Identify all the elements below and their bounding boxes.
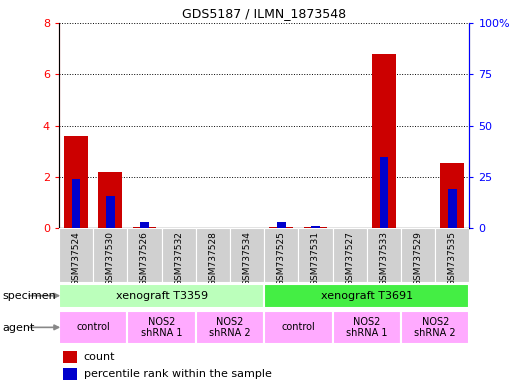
Bar bbox=[98, 172, 122, 228]
Bar bbox=[401, 311, 469, 344]
Bar bbox=[106, 195, 114, 228]
Bar bbox=[59, 311, 127, 344]
Bar bbox=[196, 228, 230, 282]
Text: GSM737532: GSM737532 bbox=[174, 231, 183, 286]
Bar bbox=[299, 228, 332, 282]
Text: xenograft T3359: xenograft T3359 bbox=[115, 291, 208, 301]
Bar bbox=[63, 368, 77, 380]
Bar bbox=[127, 228, 162, 282]
Bar bbox=[140, 222, 149, 228]
Bar bbox=[264, 283, 469, 308]
Bar bbox=[72, 179, 81, 228]
Bar bbox=[448, 189, 457, 228]
Bar bbox=[63, 351, 77, 363]
Bar bbox=[132, 227, 156, 228]
Bar bbox=[59, 228, 93, 282]
Text: GSM737528: GSM737528 bbox=[208, 231, 218, 286]
Text: NOS2
shRNA 2: NOS2 shRNA 2 bbox=[415, 316, 456, 338]
Text: control: control bbox=[282, 322, 315, 333]
Bar bbox=[93, 228, 127, 282]
Text: control: control bbox=[76, 322, 110, 333]
Bar bbox=[380, 157, 388, 228]
Text: xenograft T3691: xenograft T3691 bbox=[321, 291, 413, 301]
Bar bbox=[269, 227, 293, 228]
Bar bbox=[332, 311, 401, 344]
Bar bbox=[230, 228, 264, 282]
Bar bbox=[64, 136, 88, 228]
Text: count: count bbox=[84, 352, 115, 362]
Text: NOS2
shRNA 2: NOS2 shRNA 2 bbox=[209, 316, 251, 338]
Text: GSM737531: GSM737531 bbox=[311, 231, 320, 286]
Bar bbox=[372, 54, 396, 228]
Bar bbox=[304, 227, 327, 228]
Bar bbox=[277, 222, 286, 228]
Text: agent: agent bbox=[3, 323, 35, 333]
Text: GSM737525: GSM737525 bbox=[277, 231, 286, 286]
Bar bbox=[311, 227, 320, 228]
Bar bbox=[127, 311, 196, 344]
Text: GSM737530: GSM737530 bbox=[106, 231, 115, 286]
Text: GSM737527: GSM737527 bbox=[345, 231, 354, 286]
Bar bbox=[264, 228, 299, 282]
Text: GSM737534: GSM737534 bbox=[243, 231, 251, 286]
Bar bbox=[264, 311, 332, 344]
Bar bbox=[59, 283, 264, 308]
Bar bbox=[435, 228, 469, 282]
Text: percentile rank within the sample: percentile rank within the sample bbox=[84, 369, 271, 379]
Bar bbox=[367, 228, 401, 282]
Title: GDS5187 / ILMN_1873548: GDS5187 / ILMN_1873548 bbox=[182, 7, 346, 20]
Bar bbox=[440, 163, 464, 228]
Text: GSM737535: GSM737535 bbox=[448, 231, 457, 286]
Bar bbox=[332, 228, 367, 282]
Text: specimen: specimen bbox=[3, 291, 56, 301]
Text: GSM737526: GSM737526 bbox=[140, 231, 149, 286]
Text: GSM737533: GSM737533 bbox=[380, 231, 388, 286]
Text: NOS2
shRNA 1: NOS2 shRNA 1 bbox=[346, 316, 387, 338]
Text: NOS2
shRNA 1: NOS2 shRNA 1 bbox=[141, 316, 182, 338]
Bar bbox=[401, 228, 435, 282]
Text: GSM737529: GSM737529 bbox=[413, 231, 423, 286]
Bar bbox=[162, 228, 196, 282]
Bar bbox=[196, 311, 264, 344]
Text: GSM737524: GSM737524 bbox=[72, 231, 81, 286]
